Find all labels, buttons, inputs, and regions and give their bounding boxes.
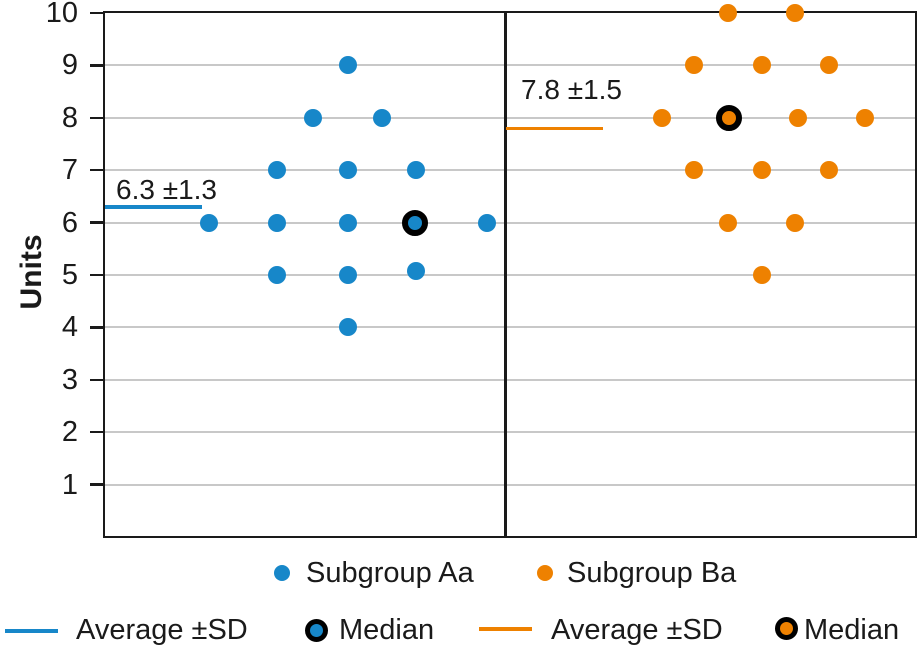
median-swatch-ba-icon [775,617,798,640]
y-axis-tick [90,221,105,224]
data-point-ba [685,56,703,75]
data-point-aa [373,108,391,127]
gridline [105,431,915,434]
y-axis-tick [90,483,105,486]
y-axis-tick [90,11,105,15]
gridline [105,378,915,381]
data-point-aa [339,318,357,337]
data-point-ba [653,108,671,127]
data-point-aa [339,213,357,232]
legend-label-average-sd-ba: Average ±SD [551,614,723,646]
y-tick-label: 5 [61,259,78,291]
y-axis-tick [90,326,105,329]
gridline [105,483,915,486]
panel-divider [504,13,507,536]
y-tick-label: 7 [61,154,78,187]
data-point-ba [856,108,874,127]
y-axis-tick [90,378,105,382]
data-point-aa [200,213,218,232]
data-point-aa [304,108,322,127]
legend-label-median-ba: Median [804,614,900,646]
y-axis-tick [90,116,105,120]
data-point-ba [753,56,771,75]
y-tick-label: 4 [61,311,78,344]
y-tick-label: 10 [45,0,78,29]
data-point-ba [753,161,771,180]
data-point-ba [753,266,771,284]
gridline [105,221,915,224]
data-point-ba [719,213,737,232]
data-point-ba [786,4,804,22]
gridline [105,116,915,119]
legend-label-average-sd-aa: Average ±SD [76,614,248,646]
data-point-ba [719,4,737,22]
y-axis-tick [90,64,105,67]
data-point-aa [268,266,286,284]
data-point-aa [407,161,425,180]
data-point-ba [786,213,804,232]
y-tick-label: 2 [61,416,78,449]
data-point-ba [820,161,838,180]
average-line-swatch-aa-icon [5,629,58,633]
gridline [105,64,915,67]
y-tick-label: 3 [61,363,78,396]
y-tick-label: 9 [61,49,78,82]
legend-label-subgroup-aa: Subgroup Aa [306,557,474,589]
y-tick-label: 1 [61,468,78,501]
data-point-ba [820,56,838,75]
data-point-aa [268,161,286,180]
median-point-ba [716,104,742,131]
data-point-aa [339,161,357,180]
average-annotation-ba: 7.8 ±1.5 [521,74,622,105]
subgroup-aa-swatch-icon [274,565,290,581]
median-point-aa [402,209,428,236]
legend-label-subgroup-ba: Subgroup Ba [567,557,737,589]
gridline [105,326,915,329]
y-axis-tick [90,430,105,434]
gridline [105,274,915,276]
average-line-ba [506,126,603,131]
data-point-aa [407,261,425,280]
y-tick-label: 8 [61,101,78,134]
data-point-ba [789,108,807,127]
legend-label-median-aa: Median [339,614,435,646]
subgroup-ba-swatch-icon [537,565,553,581]
average-annotation-aa: 6.3 ±1.3 [116,174,217,205]
plot-border [103,11,917,538]
data-point-aa [268,213,286,232]
median-swatch-aa-icon [305,619,328,642]
gridline [105,169,915,172]
data-point-aa [339,56,357,75]
average-line-swatch-ba-icon [479,627,532,631]
data-point-aa [339,266,357,284]
average-line-aa [105,205,202,209]
y-axis-tick [90,273,105,277]
y-axis-tick [90,168,105,172]
data-point-aa [478,213,496,232]
y-tick-label: 6 [61,206,78,239]
data-point-ba [685,161,703,180]
